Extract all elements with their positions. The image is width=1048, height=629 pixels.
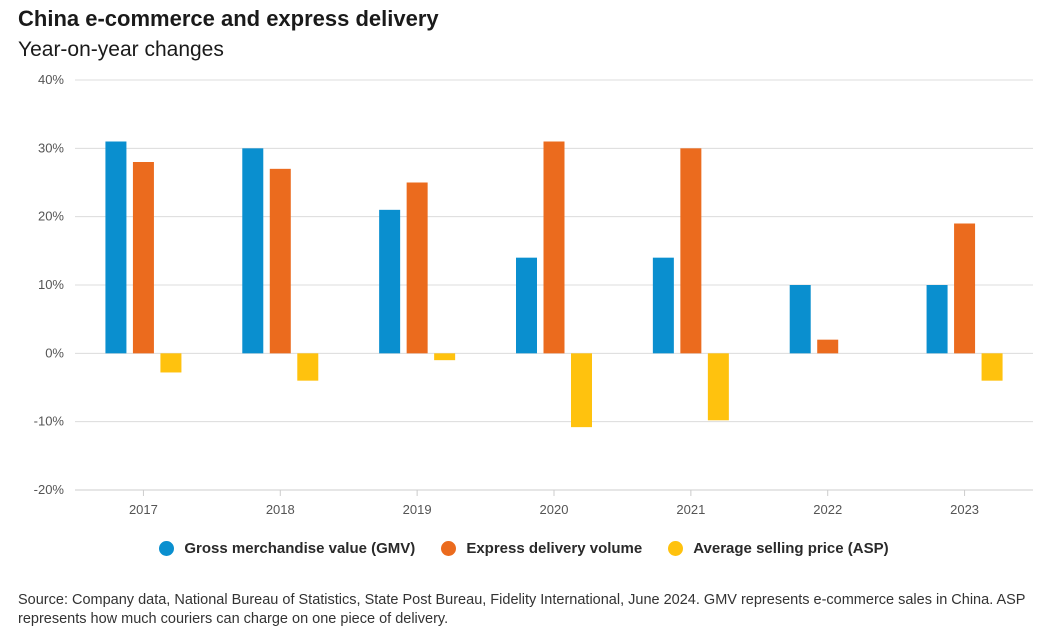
bar-asp-2018[interactable] bbox=[297, 353, 319, 381]
y-tick-label: -20% bbox=[34, 482, 65, 497]
bar-asp-2017[interactable] bbox=[160, 353, 182, 373]
x-axis-ticks: 2017 2018 2019 2020 2021 2022 2023 bbox=[129, 490, 979, 517]
bar-express-2021[interactable] bbox=[680, 148, 702, 354]
y-tick-label: 20% bbox=[38, 209, 64, 224]
legend-label-express: Express delivery volume bbox=[466, 540, 643, 557]
x-tick-label-2021: 2021 bbox=[676, 502, 705, 517]
bar-express-2018[interactable] bbox=[269, 168, 291, 354]
bar-express-2022[interactable] bbox=[817, 339, 839, 354]
bar-express-2017[interactable] bbox=[132, 162, 154, 354]
legend-item-asp[interactable]: Average selling price (ASP) bbox=[668, 540, 889, 557]
bar-chart: -20%-10%0%10%20%30%40% 2017 2018 2019 2020 2… bbox=[34, 72, 1033, 517]
y-axis-ticks: -20% -10% 0% 10% 20% 30% 40% bbox=[34, 72, 65, 497]
bar-express-2020[interactable] bbox=[543, 141, 565, 354]
bars bbox=[105, 141, 1003, 428]
y-tick-label: -10% bbox=[34, 414, 65, 429]
y-tick-label: 0% bbox=[45, 345, 64, 360]
bar-asp-2021[interactable] bbox=[707, 353, 729, 421]
legend-item-gmv[interactable]: Gross merchandise value (GMV) bbox=[159, 540, 415, 557]
bar-gmv-2020[interactable] bbox=[516, 257, 537, 354]
y-tick-label: 40% bbox=[38, 72, 64, 87]
x-tick-label-2022: 2022 bbox=[813, 502, 842, 517]
legend-asp-swatch-icon bbox=[668, 541, 684, 556]
x-tick-label-2020: 2020 bbox=[540, 502, 569, 517]
y-tick-label: 30% bbox=[38, 140, 64, 155]
legend-express-swatch-icon bbox=[441, 541, 457, 556]
x-tick-label-2023: 2023 bbox=[950, 502, 979, 517]
bar-gmv-2022[interactable] bbox=[789, 285, 811, 354]
chart-title: China e-commerce and express delivery bbox=[18, 6, 439, 31]
y-tick-label: 10% bbox=[38, 277, 64, 292]
legend-gmv-swatch-icon bbox=[159, 541, 175, 556]
bar-gmv-2018[interactable] bbox=[242, 148, 264, 354]
x-tick-label-2017: 2017 bbox=[129, 502, 158, 517]
legend-label-gmv: Gross merchandise value (GMV) bbox=[184, 540, 416, 557]
bar-asp-2019[interactable] bbox=[434, 353, 456, 361]
x-tick-label-2018: 2018 bbox=[266, 502, 295, 517]
bar-gmv-2021[interactable] bbox=[652, 257, 674, 354]
bar-asp-2020[interactable] bbox=[571, 353, 592, 428]
source-note: Source: Company data, National Bureau of… bbox=[18, 592, 1026, 627]
x-tick-label-2019: 2019 bbox=[403, 502, 432, 517]
bar-express-2023[interactable] bbox=[954, 223, 976, 354]
chart-subtitle: Year-on-year changes bbox=[18, 38, 224, 61]
legend-item-express[interactable]: Express delivery volume bbox=[441, 540, 642, 557]
bar-gmv-2017[interactable] bbox=[105, 141, 127, 354]
bar-express-2019[interactable] bbox=[406, 182, 428, 354]
bar-gmv-2023[interactable] bbox=[926, 285, 948, 354]
legend: Gross merchandise value (GMV) Express de… bbox=[0, 540, 1048, 557]
bar-asp-2023[interactable] bbox=[981, 353, 1003, 381]
legend-label-asp: Average selling price (ASP) bbox=[693, 540, 889, 557]
bar-gmv-2019[interactable] bbox=[379, 209, 401, 354]
